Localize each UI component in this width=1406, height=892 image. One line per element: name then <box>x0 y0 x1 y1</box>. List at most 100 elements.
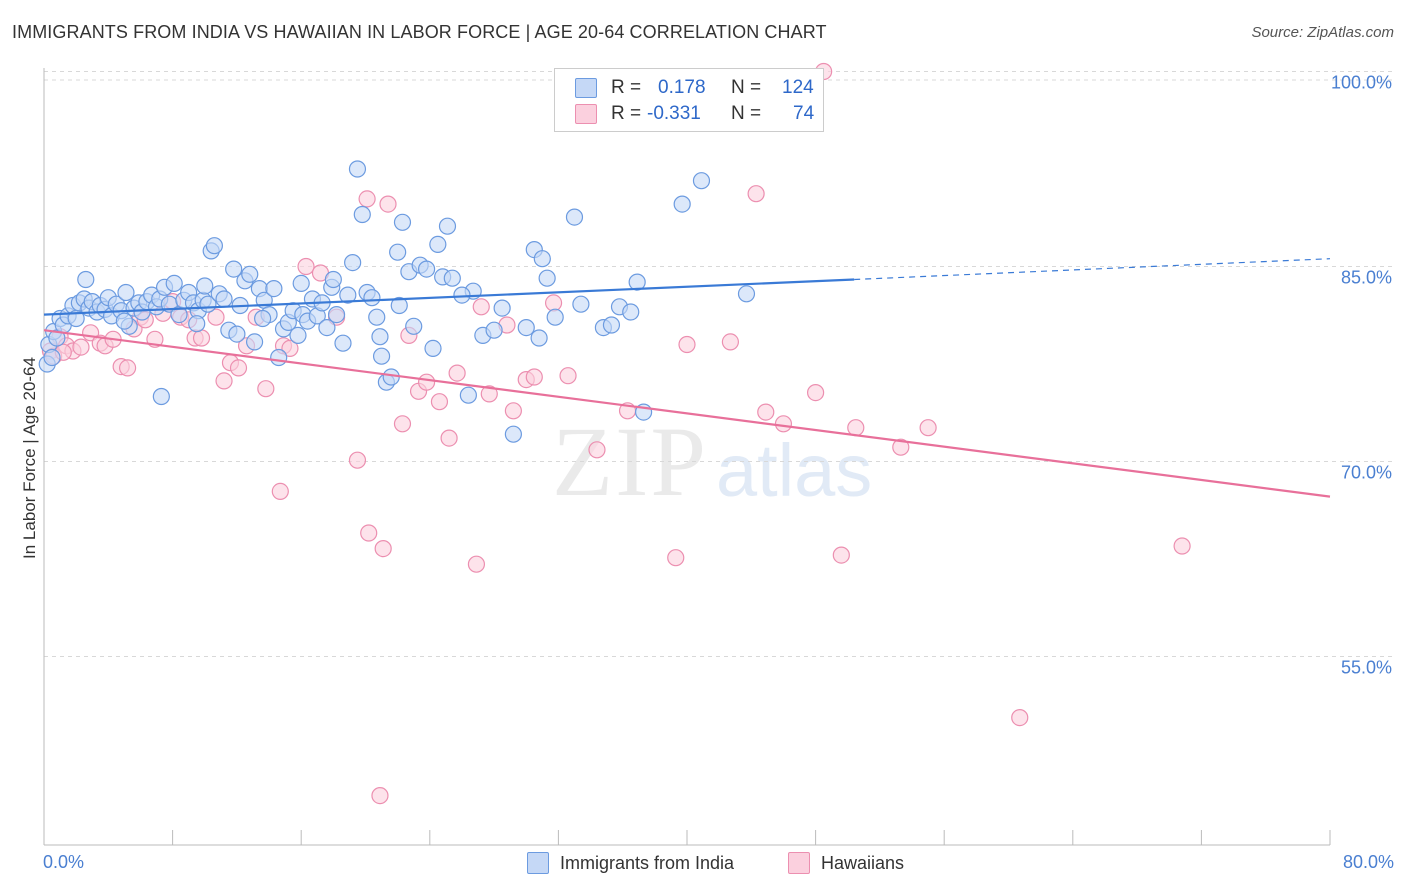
india-point <box>318 319 336 337</box>
hawaiians-point <box>806 384 825 402</box>
india-point <box>254 309 272 328</box>
india-point <box>225 260 243 278</box>
india-point <box>292 274 310 292</box>
india-point <box>339 286 357 304</box>
hawaiians-point <box>440 429 458 447</box>
y-tick-label: 55.0% <box>1341 658 1392 678</box>
hawaiians-point <box>430 393 449 411</box>
hawaiians-point <box>667 549 685 567</box>
india-point <box>628 273 646 291</box>
hawaiians-point <box>588 441 606 459</box>
bottom-legend-label-hawaiians: Hawaiians <box>821 853 905 873</box>
source-label: Source: ZipAtlas.com <box>1251 24 1394 41</box>
y-axis-label: In Labor Force | Age 20-64 <box>20 357 39 559</box>
legend-n-label: N = <box>731 77 762 98</box>
india-point <box>241 265 259 283</box>
india-point <box>353 205 371 224</box>
india-point <box>389 243 407 261</box>
hawaiians-point <box>229 359 248 377</box>
hawaiians-point <box>271 482 289 500</box>
india-point <box>196 277 214 295</box>
india-point <box>327 306 346 324</box>
hawaiians-point <box>417 373 436 391</box>
india-trend-extension <box>854 258 1331 281</box>
legend-r-label: R = <box>611 77 642 98</box>
india-point <box>538 269 556 287</box>
legend-n-label: N = <box>731 103 762 124</box>
hawaiians-point <box>480 385 498 403</box>
stats-legend: R = 0.178 N = 124 R = -0.331 N = 74 <box>554 68 824 132</box>
y-tick-label: 85.0% <box>1341 268 1392 288</box>
india-point <box>115 312 133 330</box>
india-point <box>393 213 412 231</box>
india-point <box>572 295 590 313</box>
hawaiians-trend-line <box>43 329 1331 498</box>
hawaiians-point <box>360 524 378 542</box>
hawaiians-point <box>892 438 910 456</box>
legend-swatch-india <box>575 78 597 98</box>
india-point <box>417 260 436 278</box>
chart-title: IMMIGRANTS FROM INDIA VS HAWAIIAN IN LAB… <box>12 22 827 42</box>
india-point <box>348 160 367 178</box>
india-trend-line <box>43 278 855 316</box>
hawaiians-point <box>348 451 367 469</box>
legend-r-label: R = <box>611 103 642 124</box>
india-point <box>324 270 342 289</box>
india-point <box>429 235 447 253</box>
india-point <box>117 283 135 302</box>
india-point <box>334 334 352 352</box>
hawaiians-point <box>118 359 137 377</box>
hawaiians-point <box>393 415 412 433</box>
india-point <box>43 348 61 367</box>
hawaiians-point <box>544 294 563 312</box>
india-point <box>493 299 511 317</box>
india-point <box>368 308 386 326</box>
india-point <box>382 368 400 386</box>
hawaiians-point <box>281 339 299 357</box>
hawaiians-point <box>297 257 315 276</box>
hawaiians-point <box>72 338 90 356</box>
india-point <box>390 296 408 315</box>
legend-r-value-india: 0.178 <box>658 77 706 98</box>
legend-n-value-hawaiians: 74 <box>793 103 815 124</box>
india-point <box>504 425 522 443</box>
hawaiians-point <box>379 195 397 213</box>
india-point <box>372 347 391 365</box>
hawaiians-point <box>919 419 937 437</box>
india-point <box>622 303 640 321</box>
legend-n-value-india: 124 <box>782 77 814 98</box>
x-tick-label-min: 0.0% <box>43 852 85 872</box>
watermark-atlas: atlas <box>716 429 873 512</box>
hawaiians-point <box>504 402 522 420</box>
india-point <box>565 208 584 226</box>
bottom-legend-swatch-india <box>527 852 549 874</box>
india-point <box>459 386 477 404</box>
x-tick-label-max: 80.0% <box>1342 852 1394 872</box>
india-point <box>530 329 548 347</box>
legend-swatch-hawaiians <box>575 104 597 124</box>
india-point <box>265 280 283 298</box>
india-point <box>517 319 535 337</box>
india-point <box>152 387 170 406</box>
hawaiians-point <box>559 367 577 385</box>
india-point <box>443 269 461 287</box>
hawaiians-point <box>678 335 696 354</box>
hawaiians-point <box>192 329 211 347</box>
hawaiians-point <box>721 333 740 351</box>
hawaiians-point <box>371 786 389 805</box>
hawaiians-point <box>832 546 850 564</box>
hawaiians-point <box>747 185 765 203</box>
hawaiians-point <box>448 364 466 382</box>
india-point <box>424 339 442 357</box>
india-point <box>344 254 362 272</box>
hawaiians-point <box>1173 537 1191 555</box>
india-point <box>533 250 551 268</box>
y-tick-label: 70.0% <box>1341 463 1392 483</box>
hawaiians-point <box>257 380 275 398</box>
india-point <box>673 195 691 213</box>
india-point <box>546 308 564 326</box>
india-point <box>165 274 183 292</box>
india-point <box>405 317 423 335</box>
bottom-legend-label-india: Immigrants from India <box>560 853 735 873</box>
hawaiians-point <box>1011 708 1029 727</box>
